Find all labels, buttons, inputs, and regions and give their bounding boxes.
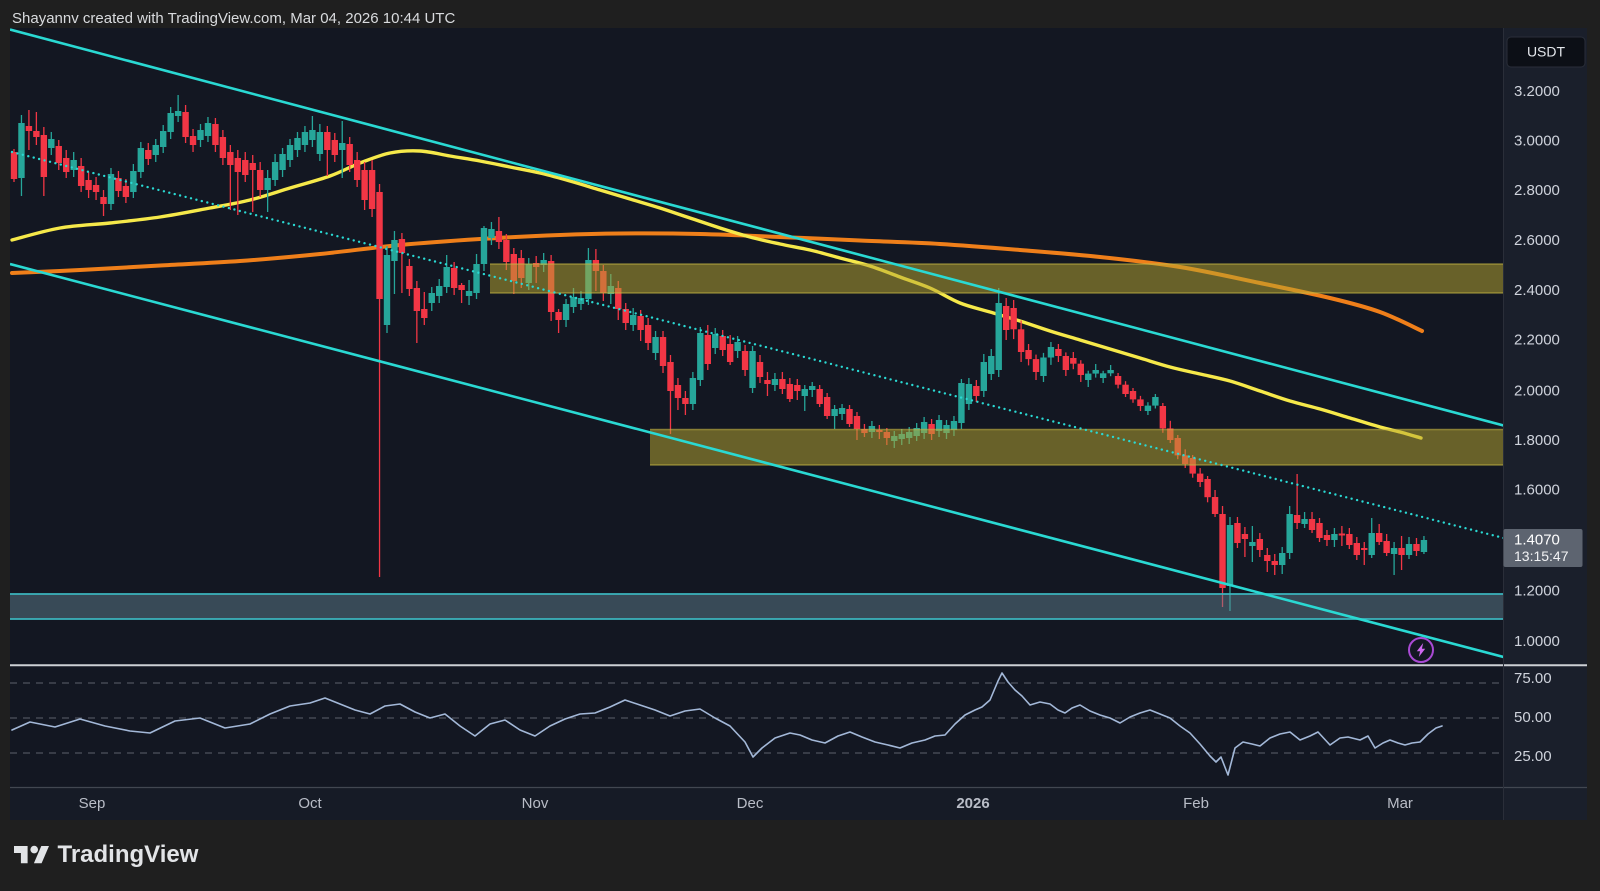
svg-text:50.00: 50.00 xyxy=(1514,709,1552,726)
svg-text:TradingView: TradingView xyxy=(58,841,199,868)
svg-text:1.8000: 1.8000 xyxy=(1514,432,1560,449)
svg-text:13:15:47: 13:15:47 xyxy=(1514,548,1569,564)
svg-text:Nov: Nov xyxy=(522,795,549,812)
svg-text:1.0000: 1.0000 xyxy=(1514,633,1560,650)
svg-text:Oct: Oct xyxy=(298,795,322,812)
svg-text:2.8000: 2.8000 xyxy=(1514,182,1560,199)
svg-text:2.4000: 2.4000 xyxy=(1514,282,1560,299)
svg-text:3.2000: 3.2000 xyxy=(1514,83,1560,100)
svg-text:Mar: Mar xyxy=(1387,795,1413,812)
svg-text:1.4070: 1.4070 xyxy=(1514,531,1560,548)
svg-text:USDT: USDT xyxy=(1527,44,1566,60)
svg-text:Sep: Sep xyxy=(79,795,106,812)
svg-text:1.6000: 1.6000 xyxy=(1514,481,1560,498)
svg-text:Feb: Feb xyxy=(1183,795,1209,812)
svg-text:75.00: 75.00 xyxy=(1514,670,1552,687)
svg-text:25.00: 25.00 xyxy=(1514,748,1552,765)
svg-text:3.0000: 3.0000 xyxy=(1514,132,1560,149)
svg-text:Dec: Dec xyxy=(737,795,764,812)
svg-text:1.2000: 1.2000 xyxy=(1514,582,1560,599)
svg-text:2.6000: 2.6000 xyxy=(1514,232,1560,249)
svg-text:2.2000: 2.2000 xyxy=(1514,331,1560,348)
svg-text:2.0000: 2.0000 xyxy=(1514,382,1560,399)
svg-text:Shayannv created with TradingV: Shayannv created with TradingView.com, M… xyxy=(12,10,455,27)
svg-text:2026: 2026 xyxy=(956,795,989,812)
